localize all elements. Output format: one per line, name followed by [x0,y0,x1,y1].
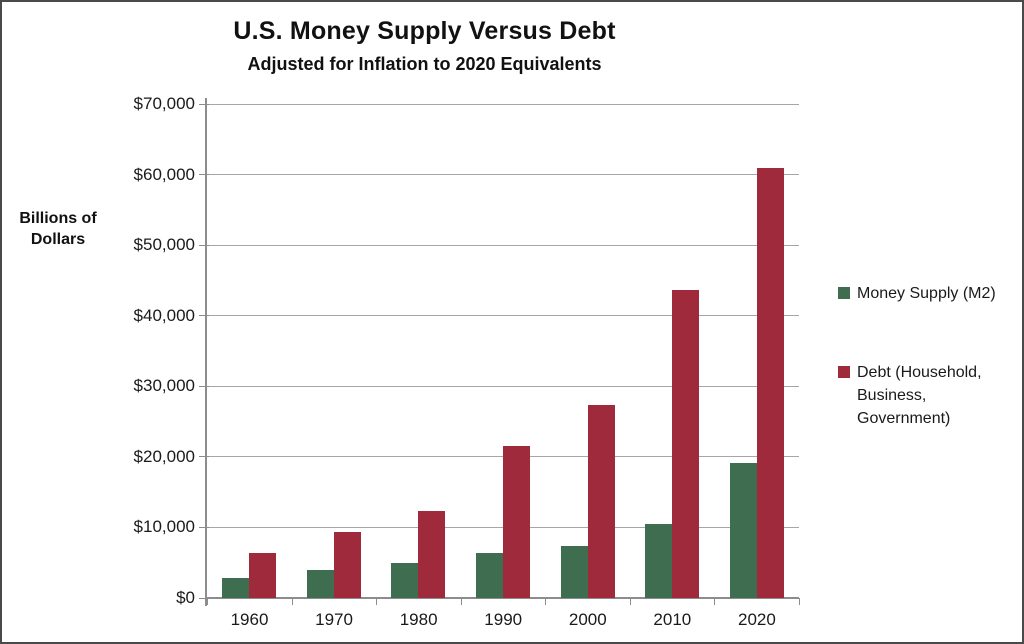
y-axis-line [205,98,207,606]
y-tick-label-0: $0 [176,588,195,607]
y-axis-title: Billions of Dollars [19,210,97,248]
y-axis-tick-30000 [199,385,209,387]
bar-group-2020 [714,104,799,598]
x-axis-tick-7 [799,598,800,605]
y-gridline-50000 [207,244,799,246]
bar-money-supply-1990 [475,552,503,598]
y-axis-tick-50000 [199,244,209,246]
bar-group-1980 [376,104,461,598]
bar-group-1990 [461,104,546,598]
x-tick-label-1990: 1990 [484,610,523,629]
x-axis-tick-4 [545,598,547,605]
legend-label: Money Supply (M2) [857,285,996,302]
bar-money-supply-1980 [391,563,419,598]
chart-subtitle: Adjusted for Inflation to 2020 Equivalen… [247,54,602,74]
bar-money-supply-1960 [222,578,250,598]
legend-label: Debt (Household, Business, Government) [857,364,982,427]
bar-money-supply-2000 [560,546,588,598]
y-gridline-70000 [207,103,799,105]
x-axis-tick-1 [291,598,293,605]
x-tick-label-2020: 2020 [738,610,776,629]
x-axis-tick-5 [629,598,631,605]
legend-swatch-icon [838,366,850,378]
x-tick-label-1970: 1970 [315,610,353,629]
y-tick-label-40000: $40,000 [133,305,195,325]
chart-title: U.S. Money Supply Versus Debt [233,17,616,45]
bar-group-2010 [630,104,715,598]
y-axis-tick-10000 [199,526,209,528]
bar-money-supply-1970 [306,569,334,598]
x-axis-tick-0 [207,598,208,605]
bar-debt-1990 [502,446,530,598]
y-axis-tick-0 [199,597,209,599]
y-tick-label-50000: $50,000 [133,235,195,255]
bar-debt-1980 [418,511,446,598]
x-axis-tick-3 [460,598,462,605]
y-gridline-60000 [207,174,799,176]
legend: Money Supply (M2) Debt (Household, Busine… [838,282,1022,430]
bar-group-1970 [292,104,377,598]
x-tick-label-1980: 1980 [399,610,438,629]
x-tick-label-2000: 2000 [568,610,607,629]
y-axis-tick-20000 [199,456,209,458]
y-gridline-40000 [207,315,799,317]
x-axis-line [207,597,799,599]
bar-debt-2010 [672,289,700,598]
y-tick-label-20000: $20,000 [133,446,195,466]
y-axis-tick-60000 [199,174,209,176]
y-tick-label-10000: $10,000 [133,517,195,537]
legend-item-money-supply: Money Supply (M2) [838,282,1022,305]
x-tick-label-1960: 1960 [230,610,269,629]
legend-swatch-icon [838,287,850,299]
bar-debt-2020 [756,167,784,598]
legend-item-debt: Debt (Household, Business, Government) [838,361,1022,430]
plot-area [207,103,799,599]
y-gridline-30000 [207,385,799,387]
bar-group-1960 [207,104,292,598]
y-axis-tick-70000 [199,103,209,105]
x-axis-tick-2 [376,598,378,605]
y-tick-label-70000: $70,000 [133,94,195,113]
bar-money-supply-2010 [645,523,673,598]
bar-money-supply-2020 [729,462,757,598]
bar-debt-1970 [333,531,361,598]
x-tick-label-2010: 2010 [653,610,692,629]
bar-debt-2000 [587,404,615,598]
y-axis-tick-40000 [199,315,209,317]
bar-group-2000 [545,104,630,598]
x-axis-tick-6 [714,598,716,605]
bar-debt-1960 [249,552,277,598]
y-tick-label-60000: $60,000 [133,164,195,184]
y-tick-label-30000: $30,000 [133,376,195,396]
